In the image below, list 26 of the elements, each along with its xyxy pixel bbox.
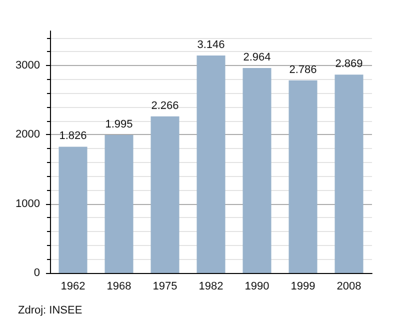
x-tick-label: 1999	[290, 280, 316, 292]
bar	[242, 68, 272, 273]
y-tick-label: 2000	[16, 128, 40, 141]
text: Zdroj: INSEE	[18, 304, 82, 316]
data-label: 3.146	[197, 38, 225, 51]
data-label: 2.266	[151, 100, 179, 112]
bar	[58, 146, 88, 273]
x-tick-label: 1975	[152, 280, 178, 292]
x-tick-label: 1962	[60, 280, 86, 292]
data-label: 2.869	[335, 58, 363, 70]
data-label: 2.786	[289, 64, 317, 76]
bar	[196, 55, 226, 273]
x-tick-label: 1968	[106, 280, 132, 292]
bar	[150, 116, 180, 273]
data-label: 1.826	[59, 130, 87, 142]
y-tick-label: 3000	[16, 60, 40, 72]
bar	[288, 80, 318, 273]
y-tick-label: 1000	[16, 198, 40, 210]
data-label: 2.964	[243, 52, 271, 64]
bar	[104, 135, 134, 273]
x-tick-label: 1990	[244, 280, 270, 292]
x-tick-label: 1982	[198, 280, 224, 292]
bar	[334, 74, 364, 273]
y-tick-label: 0	[34, 267, 40, 279]
data-label: 1.995	[105, 118, 133, 131]
x-tick-label: 2008	[336, 280, 362, 292]
